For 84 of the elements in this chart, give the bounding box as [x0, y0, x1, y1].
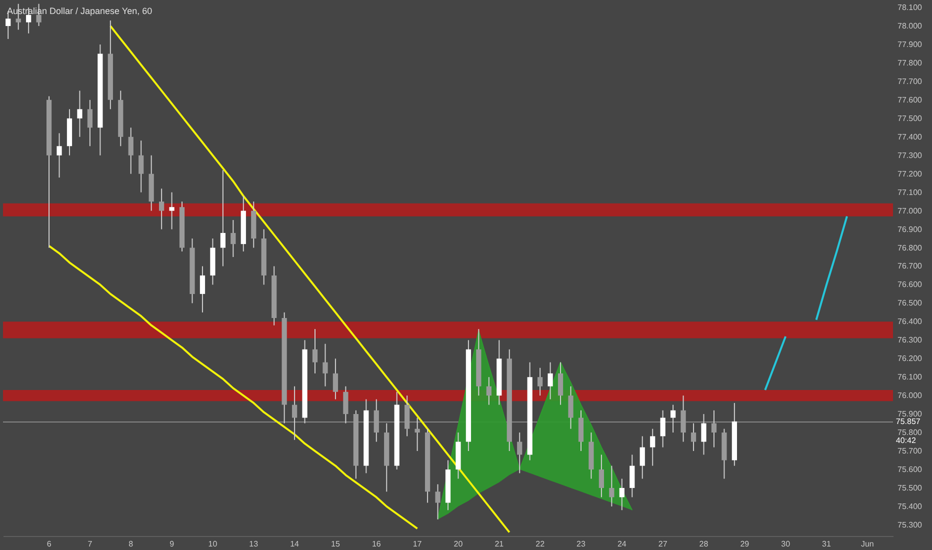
x-tick-label: 16: [372, 540, 382, 548]
x-tick-label: 30: [781, 540, 791, 548]
x-tick-label: 15: [331, 540, 340, 548]
candlestick: [538, 367, 543, 396]
y-tick-label: 75.800: [898, 428, 923, 438]
y-tick-label: 76.300: [898, 336, 923, 345]
y-tick-label: 75.300: [898, 520, 923, 530]
x-tick-label: 28: [699, 540, 709, 548]
candlestick: [138, 140, 144, 193]
y-tick-label: 76.900: [898, 224, 923, 234]
x-tick-label: 9: [170, 540, 175, 548]
y-tick-label: 75.600: [898, 464, 923, 474]
candlestick: [486, 376, 492, 406]
y-tick-label: 76.500: [898, 298, 923, 308]
x-tick-label: 23: [576, 540, 586, 548]
x-tick-label: 22: [536, 540, 546, 548]
candlestick: [609, 465, 614, 507]
y-tick-label: 76.100: [898, 372, 923, 382]
candlestick: [548, 362, 553, 400]
candlestick: [200, 266, 206, 313]
y-tick-label: 76.600: [898, 280, 923, 290]
candlestick: [169, 192, 174, 230]
x-tick-label: 10: [208, 540, 218, 548]
candlestick: [558, 362, 564, 406]
x-tick-label: 14: [290, 540, 300, 548]
candlestick: [159, 188, 164, 230]
candlestick: [640, 436, 645, 480]
candlestick: [568, 386, 574, 430]
y-tick-label: 76.000: [898, 391, 923, 400]
x-tick-label: 29: [740, 540, 750, 548]
y-tick-label: 77.200: [898, 169, 923, 178]
candlestick: [630, 454, 635, 498]
line-series: [109, 25, 510, 534]
candlestick: [56, 132, 62, 178]
y-tick-label: 76.700: [898, 262, 923, 271]
x-tick-label: 24: [617, 540, 627, 548]
line-series: [48, 244, 418, 530]
x-tick-label: 20: [454, 540, 464, 548]
line-series: [815, 215, 848, 321]
y-tick-label: 77.600: [898, 95, 923, 104]
x-tick-label: 8: [128, 540, 134, 548]
y-tick-label: 78.100: [898, 3, 923, 12]
y-tick-label: 75.900: [898, 410, 923, 419]
y-tick-label: 77.500: [898, 114, 923, 123]
y-tick-label: 77.800: [898, 58, 923, 68]
y-tick-label: 77.700: [898, 76, 923, 86]
candlestick: [701, 414, 706, 456]
y-tick-label: 77.000: [898, 206, 923, 216]
candlestick: [670, 404, 676, 434]
y-tick-label: 78.000: [898, 22, 923, 31]
y-tick-label: 75.700: [898, 446, 923, 456]
y-tick-label: 75.400: [898, 502, 923, 511]
candlestick: [230, 220, 236, 258]
candlestick: [435, 484, 440, 520]
text: 40:42: [896, 436, 916, 445]
candlestick: [220, 170, 226, 267]
x-tick-label: 13: [249, 540, 259, 548]
x-tick-label: 27: [658, 540, 668, 548]
candlestick: [598, 454, 604, 498]
y-tick-label: 77.100: [898, 188, 923, 197]
candlestick: [128, 127, 134, 174]
x-tick-label: 7: [88, 540, 93, 548]
ref-line-label: 75.857: [896, 416, 921, 426]
y-tick-label: 77.900: [898, 40, 923, 49]
candlestick: [87, 99, 93, 147]
candlestick: [517, 432, 522, 474]
candlestick: [660, 410, 666, 448]
x-tick-label: 31: [822, 540, 832, 548]
candlestick: [650, 428, 656, 466]
x-tick-label: 6: [46, 540, 52, 548]
y-tick-label: 77.300: [898, 150, 923, 160]
x-tick-label: 21: [494, 540, 504, 548]
candlestick: [77, 90, 82, 138]
y-tick-label: 75.500: [898, 483, 923, 492]
x-tick-label: 17: [412, 540, 422, 548]
candlestick: [619, 478, 624, 511]
y-tick-label: 76.800: [898, 243, 923, 252]
candlestick: [312, 328, 318, 374]
candlestick: [332, 358, 338, 400]
x-tick-label: Jun: [860, 540, 874, 548]
candlestick: [322, 343, 328, 387]
y-tick-label: 76.200: [898, 354, 923, 364]
y-tick-label: 77.400: [898, 132, 923, 142]
y-tick-label: 76.400: [898, 317, 923, 326]
